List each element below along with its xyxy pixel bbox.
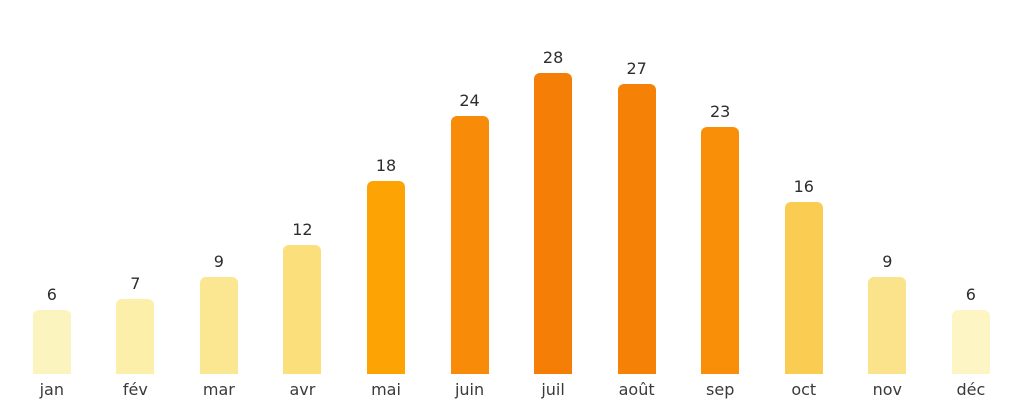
- bar-value-label: 16: [793, 177, 814, 196]
- bar-value-label: 27: [626, 58, 647, 78]
- x-axis-tick-label: nov: [872, 379, 902, 399]
- bar: [701, 126, 740, 374]
- x-axis-tick-label: mai: [371, 379, 401, 399]
- bar: [617, 83, 656, 374]
- bar-value-label: 6: [46, 284, 57, 304]
- bar-value-label: 6: [965, 284, 976, 304]
- bar: [868, 277, 907, 374]
- bar-group-oct: 16 oct: [762, 0, 846, 404]
- bar-group-sep: 23 sep: [678, 0, 762, 404]
- x-axis-tick-label: avr: [289, 379, 316, 399]
- x-axis-tick-label: jan: [39, 379, 64, 399]
- bar-value-label: 7: [130, 273, 141, 293]
- bar: [116, 298, 155, 374]
- bar-value-label: 28: [542, 48, 564, 67]
- x-axis-tick-label: fév: [122, 379, 148, 399]
- bar-value-label: 12: [292, 220, 313, 239]
- bar: [367, 180, 405, 374]
- x-axis-tick-label: juin: [454, 379, 485, 399]
- bar: [784, 202, 823, 374]
- x-axis-tick-label: août: [618, 379, 655, 399]
- bar-group-jan: 6 jan: [10, 0, 94, 404]
- bar-group-mai: 18 mai: [344, 0, 428, 404]
- bar-value-label: 23: [710, 101, 731, 121]
- bar: [951, 309, 990, 374]
- bar-value-label: 18: [375, 155, 397, 175]
- x-axis-tick-label: sep: [706, 379, 735, 399]
- bar: [199, 277, 238, 374]
- bar-value-label: 9: [882, 252, 893, 272]
- bar-group-juil: 28 juil: [511, 0, 595, 404]
- x-axis-tick-label: mar: [202, 379, 235, 399]
- bar: [32, 309, 71, 374]
- bar-group-août: 27 août: [595, 0, 679, 404]
- bar: [450, 116, 489, 374]
- bar-group-nov: 9 nov: [845, 0, 929, 404]
- bar-group-juin: 24 juin: [428, 0, 512, 404]
- x-axis-tick-label: déc: [956, 379, 986, 399]
- bar-value-label: 24: [459, 91, 480, 110]
- bar: [283, 245, 322, 374]
- bar-group-fév: 7 fév: [93, 0, 177, 404]
- bar-group-déc: 6 déc: [929, 0, 1013, 404]
- bar: [534, 73, 573, 374]
- bar-group-avr: 12 avr: [260, 0, 344, 404]
- x-axis-tick-label: juil: [541, 379, 565, 399]
- x-axis-tick-label: oct: [791, 379, 817, 399]
- bar-group-mar: 9 mar: [177, 0, 261, 404]
- bar-value-label: 9: [213, 252, 224, 272]
